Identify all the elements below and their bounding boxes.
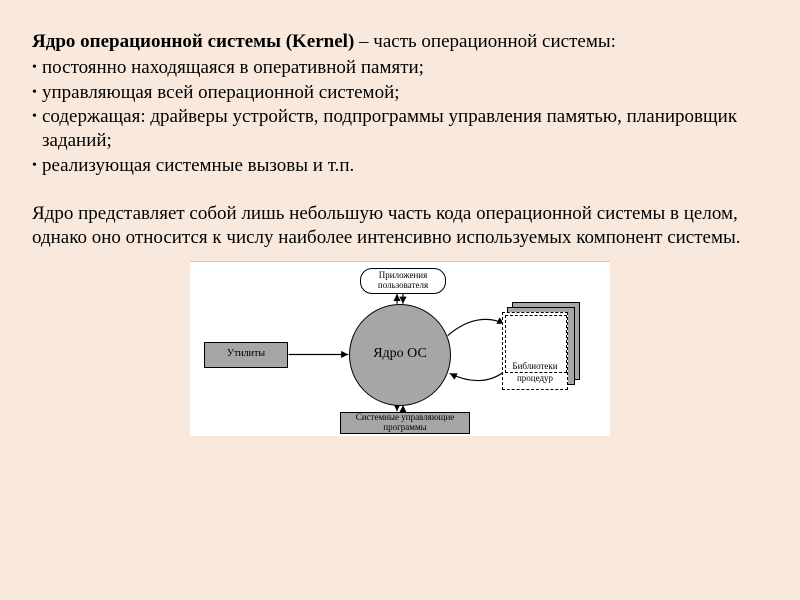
body-paragraph: Ядро представляет собой лишь небольшую ч… (32, 202, 768, 251)
list-item: реализующая системные вызовы и т.п. (32, 154, 768, 178)
bullet-list: постоянно находящаяся в оперативной памя… (32, 56, 768, 178)
slide-content: Ядро операционной системы (Kernel) – час… (0, 0, 800, 444)
node-apps: Приложения пользователя (360, 268, 446, 294)
node-utilities: Утилиты (204, 342, 288, 368)
kernel-diagram: Приложения пользователя Утилиты Ядро ОС … (190, 261, 610, 436)
intro-tail: – часть операционной системы: (354, 31, 616, 52)
node-libs: Библиотеки процедур (502, 302, 582, 392)
list-item: управляющая всей операционной системой; (32, 81, 768, 105)
node-kernel: Ядро ОС (349, 304, 451, 406)
intro-bold: Ядро операционной системы (Kernel) (32, 31, 354, 52)
list-item: содержащая: драйверы устройств, подпрогр… (32, 105, 768, 154)
list-item: постоянно находящаяся в оперативной памя… (32, 56, 768, 80)
intro-paragraph: Ядро операционной системы (Kernel) – час… (32, 30, 768, 54)
node-sysprog: Системные управляющие программы (340, 412, 470, 434)
